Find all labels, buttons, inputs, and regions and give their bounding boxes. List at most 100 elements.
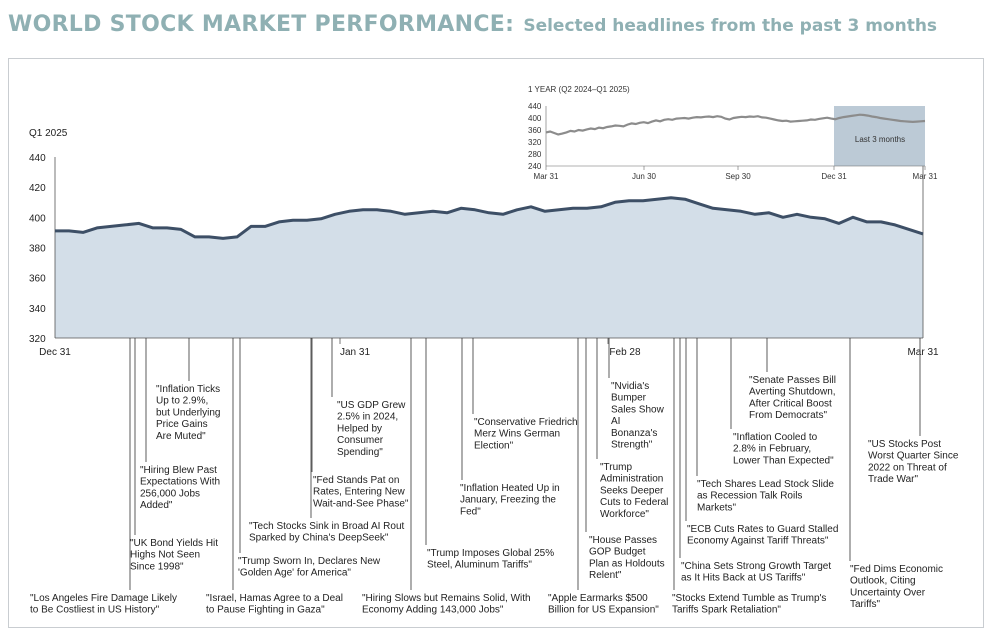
annotation-text: Election" — [474, 440, 514, 451]
y-tick-label: 400 — [29, 213, 46, 224]
annotation-text: Bumper — [611, 393, 647, 404]
area-fill — [55, 197, 923, 338]
annotation-text: "Stocks Extend Tumble as Trump's — [672, 593, 826, 604]
annotation-text: 256,000 Jobs — [140, 488, 200, 499]
annotation-text: Outlook, Citing — [850, 576, 916, 587]
annotation-text: "Senate Passes Bill — [749, 375, 836, 386]
annotation-text: Are Muted" — [156, 431, 206, 442]
y-tick-label: 420 — [29, 183, 46, 194]
annotation-text: "Hiring Slows but Remains Solid, With — [362, 593, 531, 604]
annotation-text: Wait-and-See Phase" — [313, 498, 409, 509]
annotation-text: Cuts to Federal — [600, 497, 668, 508]
annotation-text: "China Sets Strong Growth Target — [681, 561, 831, 572]
y-tick-label: 340 — [29, 304, 46, 315]
annotation-text: "Israel, Hamas Agree to a Deal — [206, 593, 343, 604]
inset-series-line — [545, 113, 926, 136]
annotation-text: but Underlying — [156, 407, 220, 418]
annotation-text: Averting Shutdown, — [749, 387, 836, 398]
annotation-text: as It Hits Back at US Tariffs" — [681, 573, 806, 584]
annotation-text: January, Freezing the — [460, 495, 556, 506]
annotation-text: "Inflation Cooled to — [733, 432, 818, 443]
annotation-text: to Pause Fighting in Gaza" — [206, 605, 325, 616]
annotation-text: AI — [611, 416, 620, 427]
annotation-text: Worst Quarter Since — [868, 451, 959, 462]
annotation-text: Markets" — [697, 502, 737, 513]
annotation-text: "Fed Stands Pat on — [313, 475, 399, 486]
y-tick-label: 440 — [29, 153, 46, 164]
y-tick-label: 320 — [29, 334, 46, 345]
inset-x-tick-label: Mar 31 — [534, 172, 559, 181]
page-title: WORLD STOCK MARKET PERFORMANCE: Selected… — [8, 12, 937, 37]
annotation-text: After Critical Boost — [749, 398, 832, 409]
annotation-text: Uncertainty Over — [850, 587, 926, 598]
annotation-text: 2.8% in February, — [733, 444, 811, 455]
annotation-text: Relent" — [589, 570, 622, 581]
annotation-text: Steel, Aluminum Tariffs" — [427, 560, 532, 571]
inset-x-tick-label: Jun 30 — [632, 172, 657, 181]
annotation-text: Trade War" — [868, 474, 918, 485]
annotation-text: Sparked by China's DeepSeek" — [249, 533, 389, 544]
y-tick-label: 380 — [29, 244, 46, 255]
annotation-text: Lower Than Expected" — [733, 455, 834, 466]
annotation-text: "Inflation Heated Up in — [460, 483, 560, 494]
inset-y-tick-label: 240 — [528, 162, 542, 171]
annotation-text: Workforce" — [600, 509, 649, 520]
x-tick-label: Dec 31 — [39, 347, 71, 358]
inset-y-tick-label: 320 — [528, 138, 542, 147]
annotation-text: "Tech Shares Lead Stock Slide — [697, 479, 834, 490]
title-main: WORLD STOCK MARKET PERFORMANCE: — [8, 12, 515, 37]
inset-x-tick-label: Sep 30 — [725, 172, 751, 181]
inset-y-tick-label: 400 — [528, 114, 542, 123]
annotation-text: "Trump — [600, 462, 633, 473]
annotation-text: Billion for US Expansion" — [548, 605, 659, 616]
annotation-text: Price Gains — [156, 419, 208, 430]
series-line — [55, 196, 924, 240]
annotation-text: Expectations With — [140, 477, 220, 488]
annotation-text: Merz Wins German — [474, 429, 560, 440]
annotation-text: Seeks Deeper — [600, 485, 664, 496]
annotation-text: Consumer — [337, 435, 384, 446]
annotation-text: Added" — [140, 500, 173, 511]
annotation-text: Since 1998" — [130, 561, 184, 572]
inset-y-tick-label: 280 — [528, 150, 542, 159]
annotation-text: 'Golden Age' for America" — [238, 568, 351, 579]
x-tick-label: Mar 31 — [907, 347, 939, 358]
x-tick-label: Feb 28 — [609, 347, 641, 358]
inset-y-tick-label: 440 — [528, 102, 542, 111]
annotation-text: 2.5% in 2024, — [337, 412, 398, 423]
annotation-text: Plan as Holdouts — [589, 558, 665, 569]
annotation-text: as Recession Talk Roils — [697, 491, 802, 502]
annotation-text: Tariffs" — [850, 599, 880, 610]
annotation-text: "Apple Earmarks $500 — [548, 593, 648, 604]
annotation-text: Spending" — [337, 447, 383, 458]
annotation-text: "Hiring Blew Past — [140, 465, 217, 476]
inset-chart: 1 YEAR (Q2 2024–Q1 2025) Last 3 months 440… — [528, 85, 938, 181]
annotation-text: Helped by — [337, 423, 382, 434]
annotation-text: "House Passes — [589, 535, 657, 546]
annotation-text: Administration — [600, 474, 663, 485]
annotation-text: "Los Angeles Fire Damage Likely — [30, 593, 177, 604]
inset-highlight-label: Last 3 months — [855, 135, 905, 144]
inset-y-tick-label: 360 — [528, 126, 542, 135]
chart-frame — [8, 58, 984, 628]
main-chart: Q1 2025 440 420 400 380 360 340 320 Dec 31 Jan 31… — [29, 128, 939, 358]
x-tick-label: Jan 31 — [340, 347, 370, 358]
annotation-text: "Inflation Ticks — [156, 384, 220, 395]
annotation-text: "Conservative Friedrich — [474, 417, 578, 428]
annotation-text: Sales Show — [611, 404, 665, 415]
annotation-text: 2022 on Threat of — [868, 462, 947, 473]
annotation-text: Up to 2.9%, — [156, 396, 208, 407]
annotation-text: "ECB Cuts Rates to Guard Stalled — [687, 524, 838, 535]
annotation-text: Economy Adding 143,000 Jobs" — [362, 605, 504, 616]
annotation-text: Highs Not Seen — [130, 550, 200, 561]
annotation-text: "US Stocks Post — [868, 439, 941, 450]
annotation-text: Rates, Entering New — [313, 487, 405, 498]
annotation-text: Strength" — [611, 440, 653, 451]
annotation-text: GOP Budget — [589, 547, 646, 558]
annotation-text: "Nvidia's — [611, 381, 649, 392]
annotation-text: Economy Against Tariff Threats" — [687, 536, 829, 547]
annotation-text: "Trump Sworn In, Declares New — [238, 556, 381, 567]
annotation-text: "Fed Dims Economic — [850, 564, 943, 575]
